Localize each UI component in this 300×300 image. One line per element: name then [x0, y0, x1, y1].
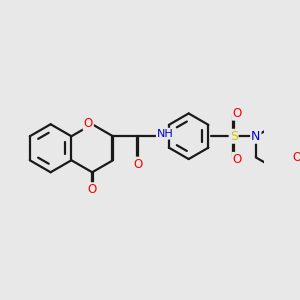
Text: O: O [292, 151, 300, 164]
Text: S: S [230, 130, 238, 143]
Text: O: O [88, 183, 97, 196]
Text: O: O [232, 153, 242, 166]
Text: O: O [232, 107, 242, 120]
Text: O: O [84, 117, 93, 130]
Text: N: N [251, 130, 260, 143]
Text: NH: NH [157, 129, 173, 139]
Text: O: O [133, 158, 142, 171]
